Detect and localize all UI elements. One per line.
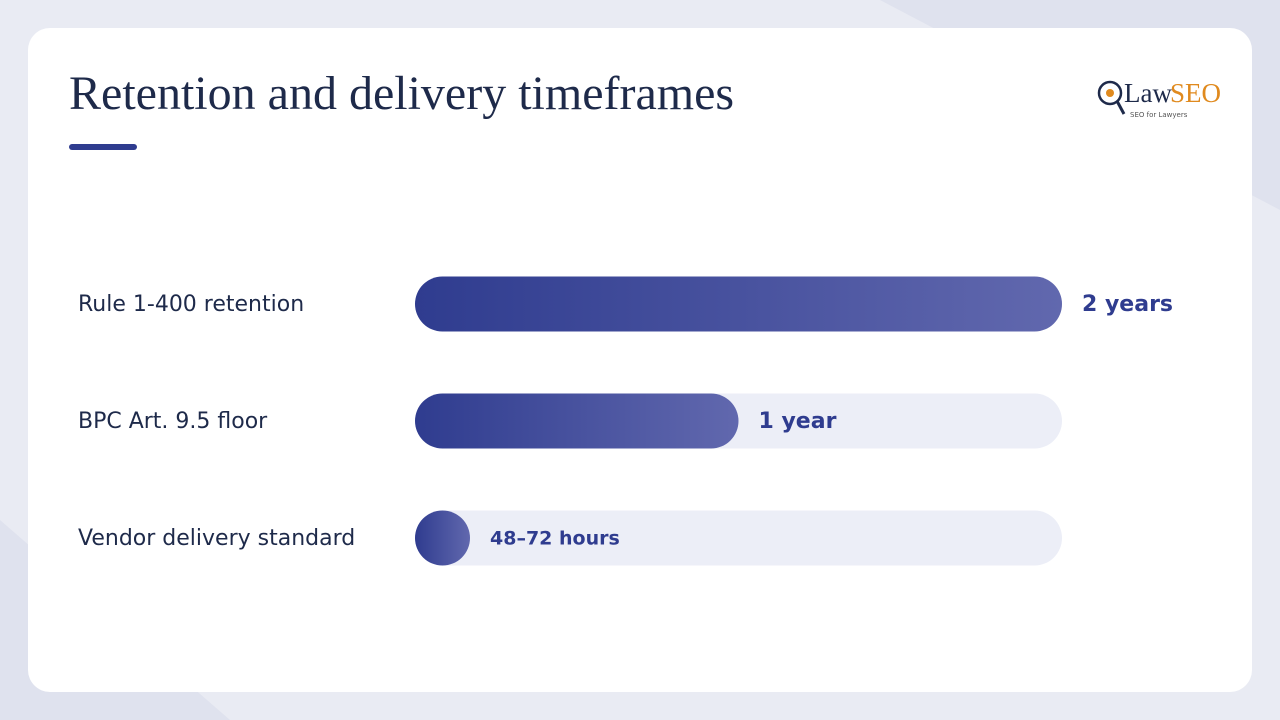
chart-title: Retention and delivery timeframes xyxy=(69,67,734,120)
category-label: Vendor delivery standard xyxy=(78,526,355,551)
logo-text: Law xyxy=(1124,78,1172,108)
card xyxy=(28,28,1252,692)
bar xyxy=(415,510,470,566)
category-label: BPC Art. 9.5 floor xyxy=(78,409,268,434)
logo-icon xyxy=(1106,89,1114,97)
logo-text: SEO xyxy=(1170,78,1221,108)
bar xyxy=(415,276,1062,332)
logo-icon xyxy=(1115,100,1126,115)
value-label: 1 year xyxy=(759,409,837,434)
bar xyxy=(415,393,739,449)
logo-icon xyxy=(1097,80,1123,106)
title-underline xyxy=(69,144,137,150)
value-label: 48–72 hours xyxy=(490,528,620,550)
category-label: Rule 1-400 retention xyxy=(78,292,304,317)
value-label: 2 years xyxy=(1082,292,1173,317)
logo: Law SEO SEO for Lawyers xyxy=(1097,78,1221,119)
bar-track xyxy=(415,510,1062,566)
logo-tagline: SEO for Lawyers xyxy=(1130,111,1188,119)
